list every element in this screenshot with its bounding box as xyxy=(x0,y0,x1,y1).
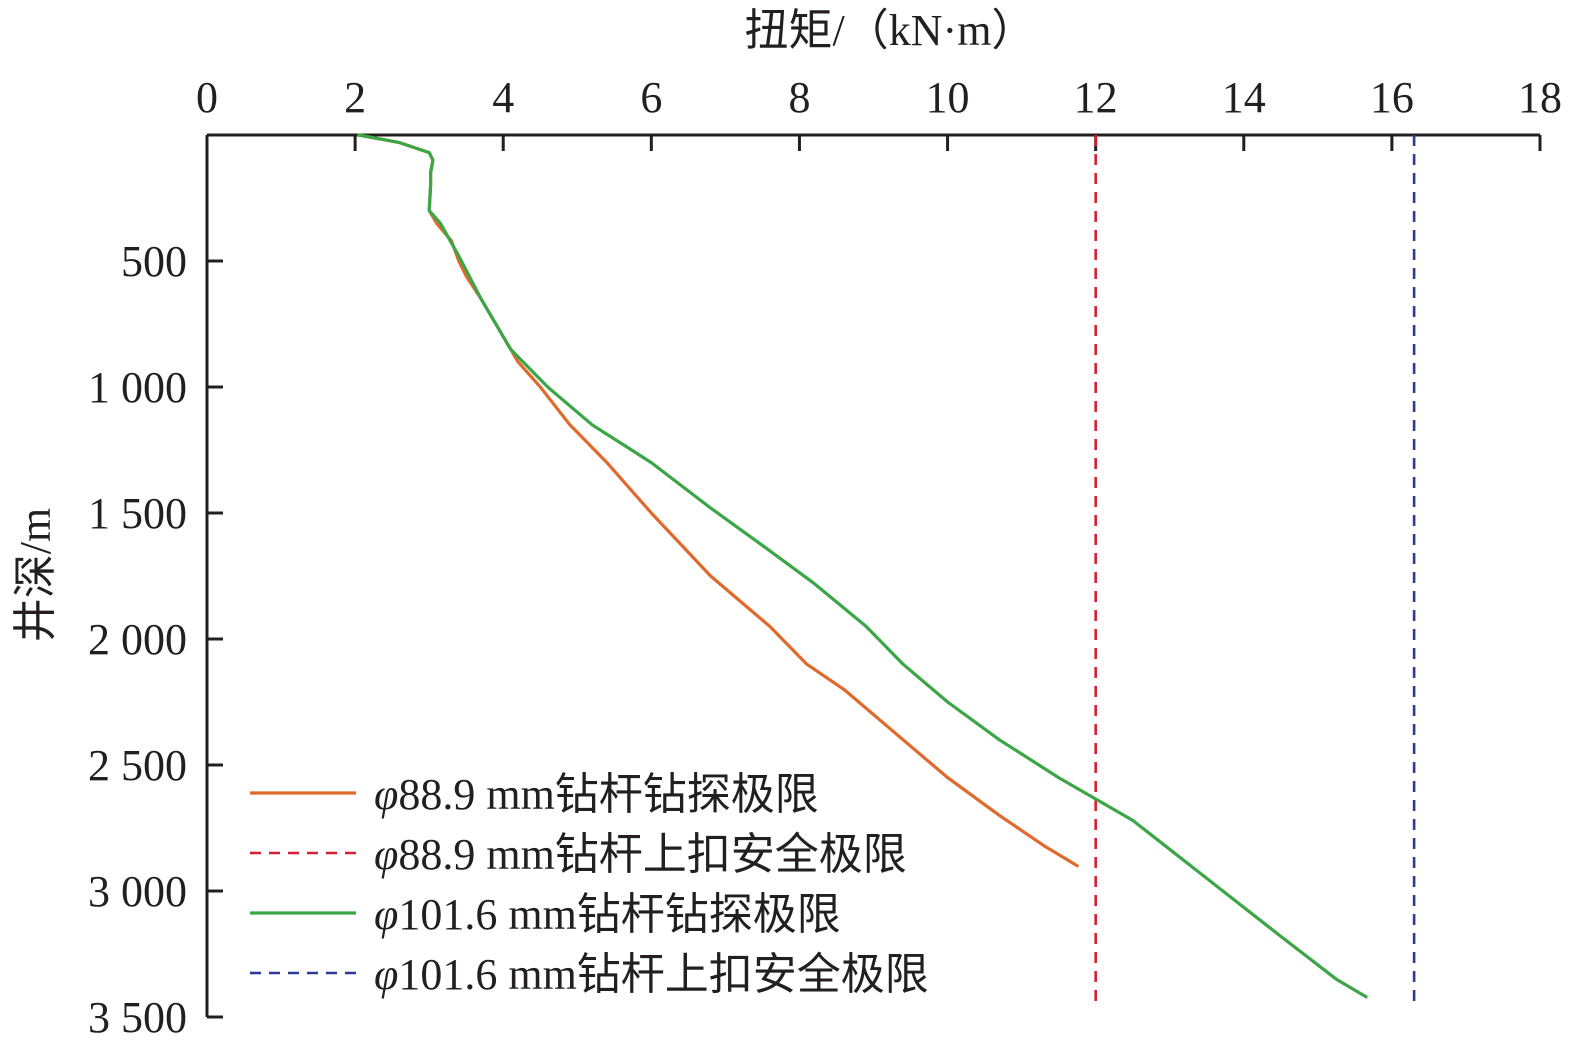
y-tick-label: 2 500 xyxy=(88,741,187,790)
legend-label-text: 101.6 mm钻杆上扣安全极限 xyxy=(398,950,928,999)
series-layer xyxy=(357,133,1416,1007)
x-axis-ticks: 0 2 4 6 8 10 12 14 16 18 xyxy=(196,73,1562,151)
series-line-0 xyxy=(357,133,1079,868)
legend-label-text: 88.9 mm钻杆钻探极限 xyxy=(398,770,818,819)
x-tick-label: 16 xyxy=(1370,73,1414,122)
legend-item: φ101.6 mm钻杆上扣安全极限 xyxy=(250,950,929,999)
x-tick-label: 0 xyxy=(196,73,218,122)
x-tick-label: 18 xyxy=(1518,73,1562,122)
legend-phi-symbol: φ xyxy=(374,830,398,879)
y-tick-label: 3 500 xyxy=(88,993,187,1042)
y-axis-ticks: 500 1 000 1 500 2 000 2 500 3 000 3 500 xyxy=(88,237,223,1042)
legend-label-text: 88.9 mm钻杆上扣安全极限 xyxy=(398,830,906,879)
y-axis-title: 井深/m xyxy=(11,508,60,642)
legend-label: φ101.6 mm钻杆上扣安全极限 xyxy=(374,950,929,999)
x-tick-label: 12 xyxy=(1074,73,1118,122)
y-tick-label: 2 000 xyxy=(88,615,187,664)
y-tick-label: 3 000 xyxy=(88,867,187,916)
series-line-2 xyxy=(357,133,1368,999)
legend-label-text: 101.6 mm钻杆钻探极限 xyxy=(398,890,840,939)
x-tick-label: 6 xyxy=(640,73,662,122)
legend-label: φ88.9 mm钻杆上扣安全极限 xyxy=(374,830,907,879)
legend-label: φ88.9 mm钻杆钻探极限 xyxy=(374,770,819,819)
x-tick-label: 2 xyxy=(344,73,366,122)
x-axis-title: 扭矩/（kN·m） xyxy=(745,6,1036,55)
legend-item: φ88.9 mm钻杆钻探极限 xyxy=(250,770,819,819)
y-tick-label: 500 xyxy=(121,237,187,286)
x-tick-label: 14 xyxy=(1222,73,1266,122)
legend-item: φ88.9 mm钻杆上扣安全极限 xyxy=(250,830,907,879)
y-tick-label: 1 000 xyxy=(88,363,187,412)
x-tick-label: 8 xyxy=(788,73,810,122)
legend-phi-symbol: φ xyxy=(374,890,398,939)
y-axis-title-group: 井深/m xyxy=(11,508,60,642)
legend-phi-symbol: φ xyxy=(374,950,398,999)
x-axis-title-group: 扭矩/（kN·m） xyxy=(745,6,1036,55)
y-tick-label: 1 500 xyxy=(88,489,187,538)
x-tick-label: 4 xyxy=(492,73,514,122)
legend-item: φ101.6 mm钻杆钻探极限 xyxy=(250,890,841,939)
legend-phi-symbol: φ xyxy=(374,770,398,819)
x-tick-label: 10 xyxy=(926,73,970,122)
axes xyxy=(205,133,1540,1017)
legend-label: φ101.6 mm钻杆钻探极限 xyxy=(374,890,841,939)
